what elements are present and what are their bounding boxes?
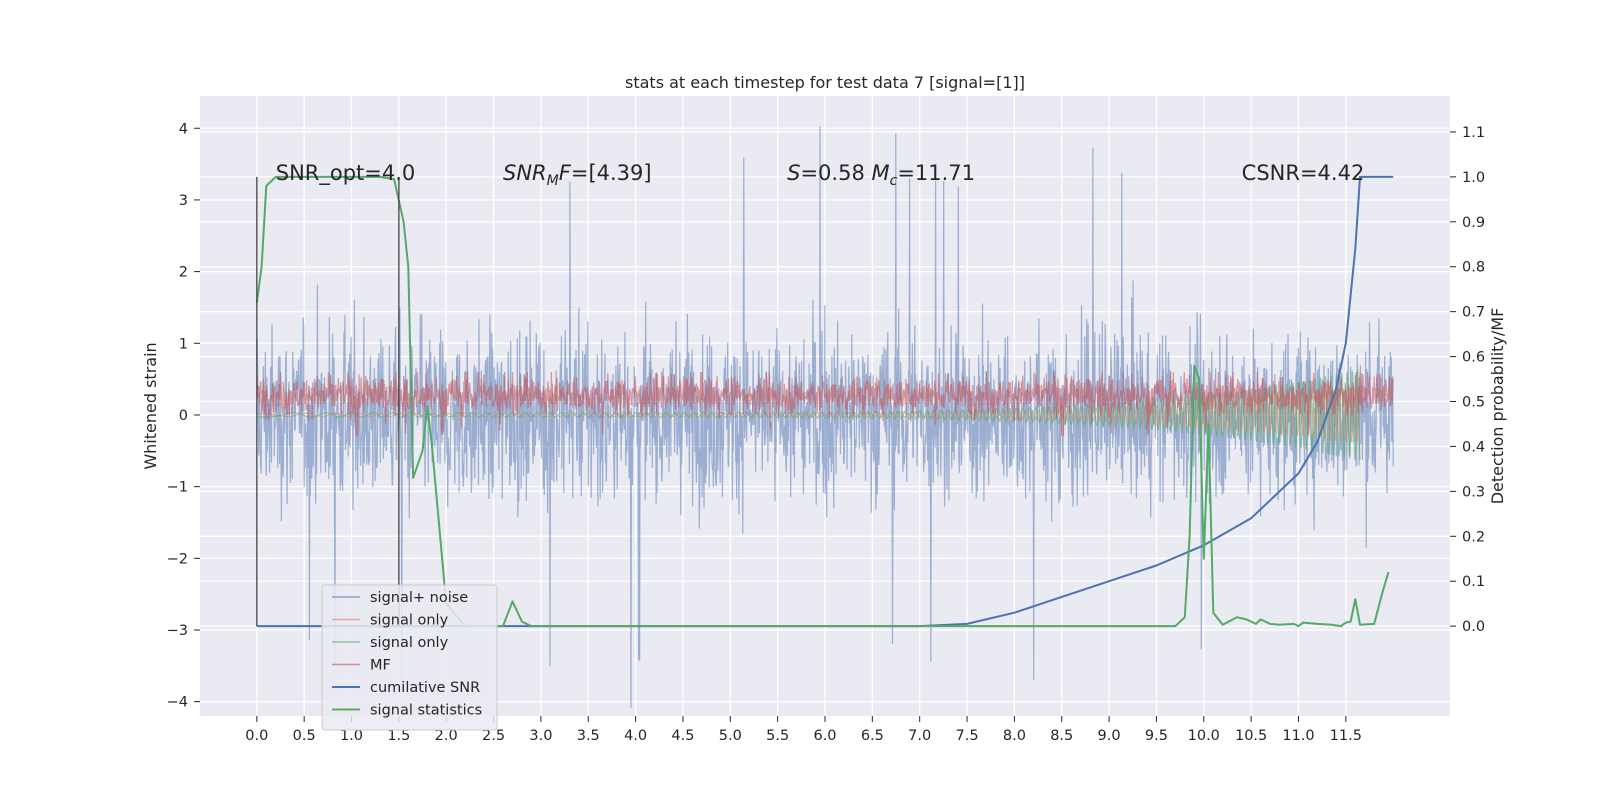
x-tick-label: 9.0 — [1098, 728, 1121, 744]
x-tick-label: 4.0 — [624, 728, 647, 744]
y-tick-label-right: 1.0 — [1462, 170, 1485, 186]
y-tick-label-right: 0.0 — [1462, 619, 1485, 635]
x-tick-label: 6.0 — [813, 728, 836, 744]
y-tick-label-right: 0.2 — [1462, 529, 1485, 545]
legend-label: signal statistics — [370, 703, 482, 719]
x-tick-label: 10.0 — [1188, 728, 1220, 744]
x-tick-label: 2.0 — [435, 728, 458, 744]
y-tick-label-left: −2 — [167, 551, 188, 567]
y-tick-label-left: 3 — [179, 193, 188, 209]
annotation-text: CSNR=4.42 — [1242, 161, 1365, 185]
x-tick-label: 6.5 — [861, 728, 884, 744]
x-tick-label: 5.0 — [719, 728, 742, 744]
y-axis-label-left: Whitened strain — [141, 342, 160, 469]
y-tick-label-left: −1 — [167, 480, 188, 496]
x-tick-label: 2.5 — [482, 728, 505, 744]
legend: signal+ noise signal only signal only MF cum… — [321, 584, 498, 731]
series-line — [256, 371, 1394, 437]
vertical-markers — [256, 176, 400, 627]
x-tick-label: 10.5 — [1235, 728, 1267, 744]
legend-label: signal only — [370, 635, 449, 651]
y-tick-label-right: 0.5 — [1462, 395, 1485, 411]
y-tick-label-left: −4 — [167, 695, 188, 711]
legend-label: MF — [370, 658, 391, 674]
y-tick-label-right: 1.1 — [1462, 125, 1485, 141]
series-line — [255, 175, 1390, 628]
series-layer — [255, 126, 1394, 708]
x-tick-label: 3.0 — [529, 728, 552, 744]
x-tick-label: 7.5 — [956, 728, 979, 744]
x-tick-label: 1.5 — [387, 728, 410, 744]
x-tick-label: 0.5 — [293, 728, 316, 744]
legend-label: cumilative SNR — [370, 680, 480, 696]
x-tick-label: 1.0 — [340, 728, 363, 744]
legend-label: signal only — [370, 613, 449, 629]
y-tick-label-left: 0 — [179, 408, 188, 424]
axis-ticks: 0.0 0.5 1.0 1.5 2.0 2.5 3.0 3.5 4.0 4.5 5.0 5.5 6.0 6… — [167, 121, 1485, 744]
x-tick-label: 8.5 — [1050, 728, 1073, 744]
x-tick-label: 0.0 — [245, 728, 268, 744]
y-tick-label-right: 0.9 — [1462, 215, 1485, 231]
y-tick-label-left: 4 — [179, 121, 188, 137]
y-tick-label-right: 0.4 — [1462, 439, 1485, 455]
x-tick-label: 7.0 — [908, 728, 931, 744]
x-tick-label: 5.5 — [766, 728, 789, 744]
x-tick-label: 9.5 — [1145, 728, 1168, 744]
x-tick-label: 11.5 — [1330, 728, 1362, 744]
y-tick-label-right: 0.6 — [1462, 350, 1485, 366]
annotations: SNR_opt=4.0 SNRMF=[4.39] S=0.58 Mc=11.71 CS… — [276, 161, 1365, 189]
y-tick-label-right: 0.3 — [1462, 484, 1485, 500]
y-tick-label-right: 0.8 — [1462, 260, 1485, 276]
annotation-text: S=0.58 Mc=11.71 — [787, 161, 975, 189]
x-tick-label: 4.5 — [671, 728, 694, 744]
series-line — [256, 386, 1361, 444]
y-tick-label-right: 0.7 — [1462, 305, 1485, 321]
x-tick-label: 3.5 — [577, 728, 600, 744]
y-tick-label-left: −3 — [167, 623, 188, 639]
annotation-text: SNR_opt=4.0 — [276, 161, 416, 186]
legend-label: signal+ noise — [370, 590, 468, 606]
y-axis-label-right: Detection probability/MF — [1488, 308, 1507, 505]
y-tick-label-right: 0.1 — [1462, 574, 1485, 590]
series-line — [256, 369, 1361, 461]
y-tick-label-left: 2 — [179, 265, 188, 281]
annotation-text: SNRMF=[4.39] — [503, 161, 652, 189]
legend-box — [321, 584, 498, 731]
chart-title: stats at each timestep for test data 7 [… — [625, 73, 1025, 92]
series-line — [256, 175, 1394, 628]
y-tick-label-left: 1 — [179, 336, 188, 352]
x-tick-label: 8.0 — [1003, 728, 1026, 744]
x-tick-label: 11.0 — [1282, 728, 1314, 744]
